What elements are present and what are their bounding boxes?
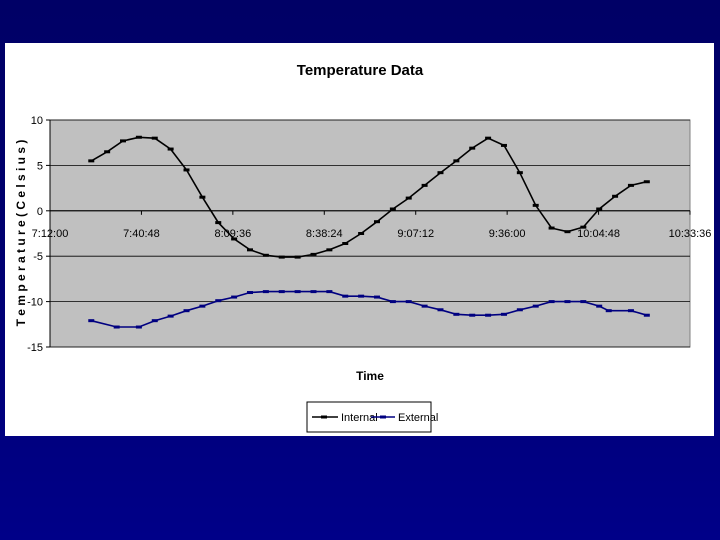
y-tick-label-0: 10: [31, 115, 43, 127]
plot-area-group: 10 5 0 -5 -10 -15 7:12:00 7:40:48 8:09:36 8:38:24…: [27, 115, 711, 354]
y-tick-label-2: 0: [37, 206, 43, 218]
legend-internal-label: Internal: [341, 412, 378, 424]
legend-external-label: External: [398, 412, 438, 424]
y-tick-label-3: -5: [33, 251, 43, 263]
y-tick-label-4: -10: [27, 297, 43, 309]
x-tick-label-4: 9:07:12: [397, 228, 434, 240]
chart-panel: Temperature Data 10 5 0 -5 -10 -15 7:12:00 7:40…: [5, 43, 714, 436]
x-tick-label-3: 8:38:24: [306, 228, 343, 240]
y-axis-title: T e m p e r a t u r e ( C e l s i u s ): [14, 140, 28, 327]
y-tick-label-1: 5: [37, 160, 43, 172]
x-tick-label-5: 9:36:00: [489, 228, 526, 240]
y-tick-label-5: -15: [27, 342, 43, 354]
x-tick-label-2: 8:09:36: [215, 228, 252, 240]
legend: Internal External: [306, 401, 438, 433]
x-tick-label-6: 10:04:48: [577, 228, 620, 240]
x-axis-title: Time: [356, 369, 384, 383]
x-tick-label-0: 7:12:00: [32, 228, 69, 240]
chart-title: Temperature Data: [297, 62, 424, 79]
x-tick-label-7: 10:33:36: [669, 228, 712, 240]
temperature-chart: Temperature Data 10 5 0 -5 -10 -15 7:12:00 7:40…: [14, 62, 711, 433]
plot-area: [49, 119, 691, 348]
x-tick-label-1: 7:40:48: [123, 228, 160, 240]
